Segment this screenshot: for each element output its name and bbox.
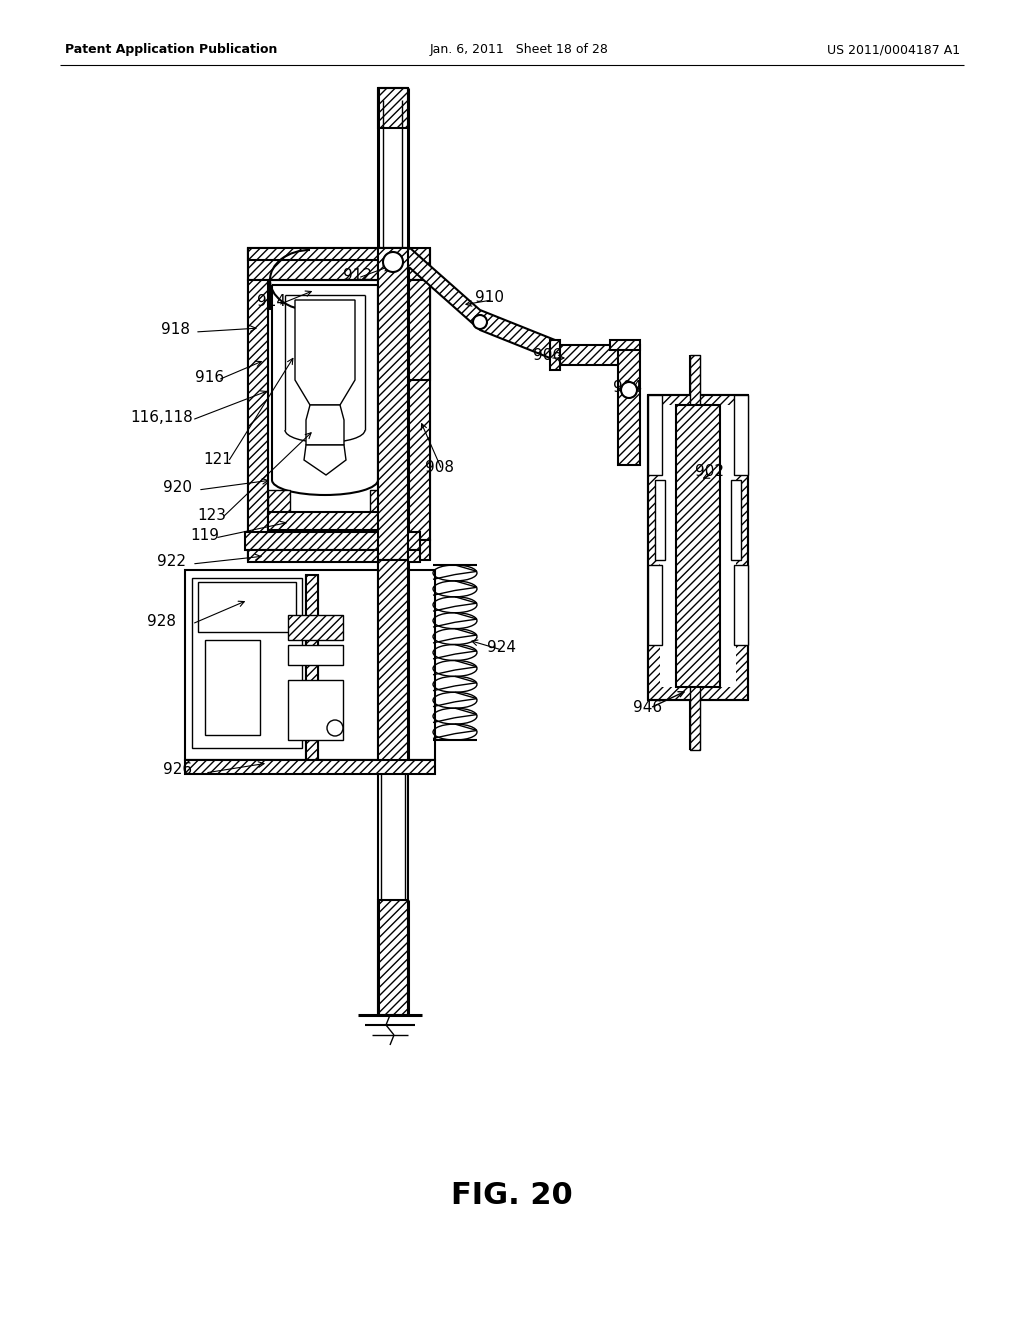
Polygon shape	[555, 345, 625, 366]
Bar	[245, 532, 420, 550]
Text: 912: 912	[343, 268, 373, 282]
Bar	[288, 680, 343, 741]
Text: 123: 123	[198, 508, 226, 524]
Text: 116,118: 116,118	[131, 411, 194, 425]
Bar	[205, 640, 260, 735]
Bar	[185, 760, 435, 774]
Bar	[378, 560, 408, 766]
Text: Jan. 6, 2011   Sheet 18 of 28: Jan. 6, 2011 Sheet 18 of 28	[430, 44, 609, 57]
Text: 914: 914	[257, 294, 287, 309]
Bar	[185, 570, 435, 760]
Text: 904: 904	[613, 380, 642, 396]
Bar	[248, 280, 268, 540]
Bar	[648, 395, 748, 700]
Polygon shape	[550, 341, 560, 370]
Text: 916: 916	[196, 371, 224, 385]
Text: 920: 920	[164, 480, 193, 495]
Text: 910: 910	[475, 290, 505, 305]
Text: 946: 946	[634, 701, 663, 715]
Bar	[734, 395, 748, 475]
Bar	[648, 395, 662, 475]
Bar	[268, 512, 392, 531]
Bar	[306, 576, 318, 760]
Polygon shape	[306, 405, 344, 445]
Bar	[248, 540, 430, 560]
Bar	[655, 480, 665, 560]
Text: 926: 926	[164, 763, 193, 777]
Text: 924: 924	[487, 640, 516, 656]
Bar	[378, 88, 408, 128]
Bar	[193, 578, 302, 748]
Bar	[288, 615, 343, 640]
Text: 121: 121	[204, 453, 232, 467]
Text: US 2011/0004187 A1: US 2011/0004187 A1	[826, 44, 961, 57]
Text: 908: 908	[426, 461, 455, 475]
Bar	[660, 405, 736, 686]
Bar	[380, 280, 430, 540]
Bar	[676, 405, 720, 686]
Bar	[370, 490, 392, 512]
Bar	[610, 341, 640, 350]
Text: 918: 918	[161, 322, 189, 338]
Polygon shape	[248, 248, 380, 260]
Text: 906: 906	[534, 347, 562, 363]
Bar	[288, 645, 343, 665]
Circle shape	[621, 381, 637, 399]
Text: 119: 119	[190, 528, 219, 544]
Bar	[648, 565, 662, 645]
Polygon shape	[380, 248, 555, 360]
Text: Patent Application Publication: Patent Application Publication	[65, 44, 278, 57]
Bar	[618, 345, 640, 465]
Polygon shape	[304, 445, 346, 475]
Bar	[248, 550, 420, 562]
Bar	[378, 248, 408, 560]
Bar	[380, 280, 430, 380]
Bar	[734, 565, 748, 645]
Bar	[268, 490, 290, 512]
Circle shape	[473, 315, 487, 329]
Polygon shape	[295, 300, 355, 405]
Bar	[690, 355, 700, 750]
Text: FIG. 20: FIG. 20	[452, 1180, 572, 1209]
Circle shape	[383, 252, 403, 272]
Bar	[378, 900, 408, 1015]
Circle shape	[327, 719, 343, 737]
Bar	[198, 582, 296, 632]
Text: 922: 922	[158, 554, 186, 569]
Bar	[731, 480, 741, 560]
Text: 928: 928	[147, 615, 176, 630]
Text: 902: 902	[695, 465, 725, 479]
Bar	[248, 248, 430, 280]
